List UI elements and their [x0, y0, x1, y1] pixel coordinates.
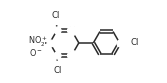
Text: N: N — [68, 51, 75, 60]
Text: $\mathregular{NO_2^+}$: $\mathregular{NO_2^+}$ — [28, 35, 47, 49]
Text: $\mathregular{O^-}$: $\mathregular{O^-}$ — [29, 47, 43, 58]
Text: Cl: Cl — [53, 66, 62, 75]
Text: N: N — [68, 26, 75, 35]
Text: Cl: Cl — [52, 11, 60, 20]
Text: Cl: Cl — [130, 38, 139, 47]
